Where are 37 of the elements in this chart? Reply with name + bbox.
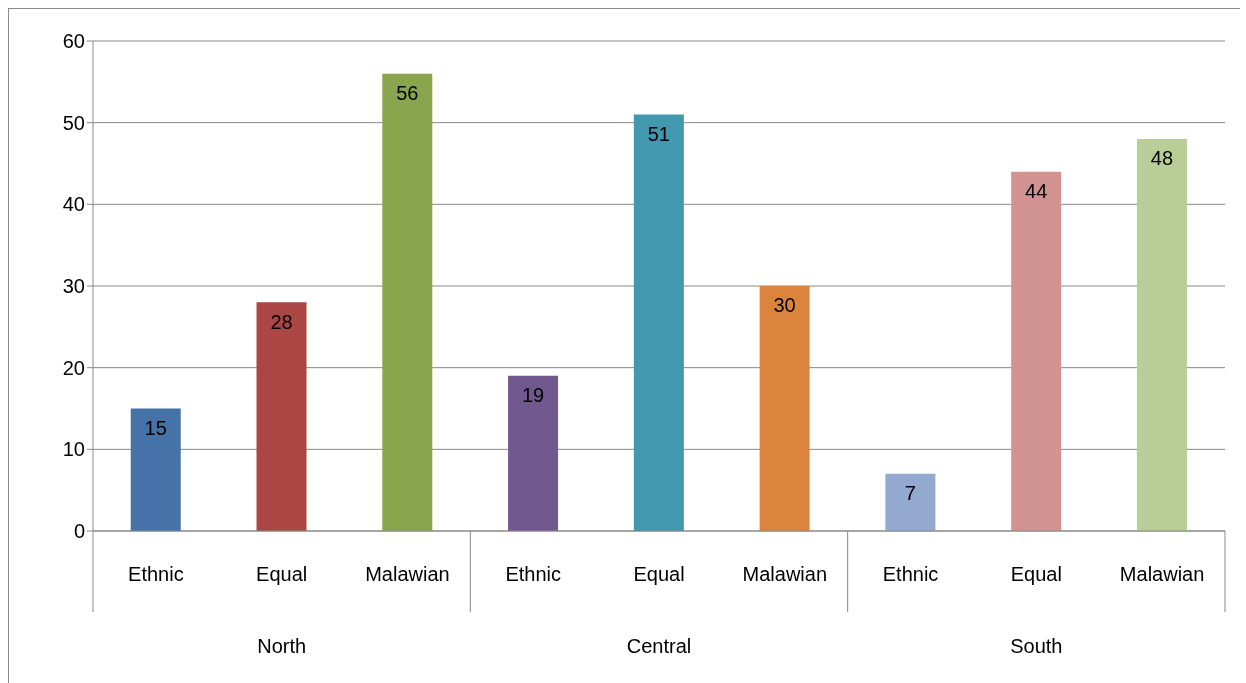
x-tick-label: Malawian	[742, 563, 828, 585]
data-label: 56	[396, 81, 419, 104]
data-label: 15	[144, 416, 167, 439]
x-tick-label: Malawian	[365, 563, 450, 585]
bar	[508, 375, 559, 531]
bar	[382, 73, 433, 531]
x-tick-label: Equal	[633, 563, 685, 585]
data-label: 30	[773, 294, 796, 317]
text: South	[1010, 635, 1063, 657]
x-tick-label: Malawian	[1119, 563, 1205, 585]
data-label: 48	[1150, 147, 1174, 170]
x-tick-label: Equal	[1010, 563, 1062, 585]
x-tick-label: Ethnic	[882, 563, 939, 585]
y-tick-label: 30	[62, 275, 85, 298]
x-tick-label: Ethnic	[505, 563, 562, 585]
text: Central	[626, 635, 692, 657]
y-tick-label: 20	[62, 356, 85, 379]
y-tick-label: 60	[62, 30, 85, 53]
y-tick-label: 40	[62, 193, 85, 216]
bar	[633, 114, 684, 531]
y-tick-label: 10	[62, 438, 85, 461]
data-label: 51	[647, 122, 670, 145]
data-label: 7	[904, 482, 916, 505]
x-tick-label: Ethnic	[128, 563, 184, 585]
x-tick-label: Equal	[256, 563, 308, 585]
data-label: 44	[1025, 179, 1048, 202]
data-label: 28	[270, 310, 293, 333]
y-tick-label: 0	[73, 520, 85, 543]
bar	[885, 473, 936, 531]
text: North	[257, 635, 307, 657]
bar	[1136, 139, 1187, 531]
bar	[1011, 171, 1062, 531]
bar	[256, 302, 307, 531]
y-tick-label: 50	[62, 111, 85, 134]
data-label: 19	[521, 384, 545, 407]
bar	[130, 408, 181, 531]
bar	[759, 286, 810, 531]
